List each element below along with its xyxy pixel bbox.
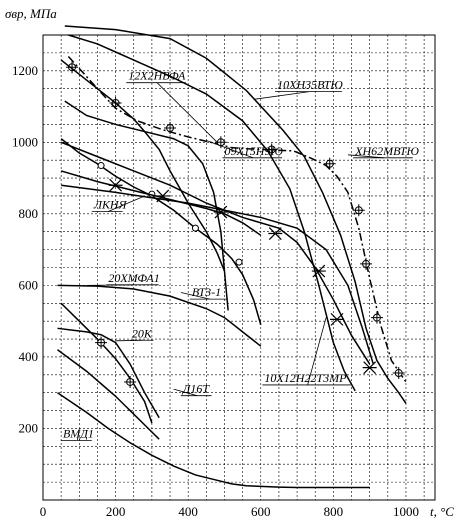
data-point-marker-cross: [360, 257, 373, 270]
label-leader-line: [156, 82, 218, 143]
series-line: [57, 349, 160, 440]
series-label: 09Х15Н9Ю: [224, 144, 283, 158]
data-point-marker-cross: [95, 336, 108, 349]
data-point-marker-cross: [124, 375, 137, 388]
series-line: [68, 34, 356, 392]
y-tick-label: 200: [19, 420, 39, 435]
label-leader-line: [307, 317, 327, 386]
series-line-unlabeled: [60, 59, 226, 272]
data-point-marker: [330, 312, 344, 326]
data-point-marker-cross: [370, 311, 383, 324]
series-line-unlabeled: [57, 392, 370, 489]
y-axis-label: σвр, МПа: [5, 6, 57, 21]
label-leader-line: [115, 339, 143, 342]
data-point-marker: [108, 178, 123, 192]
series-group: [57, 25, 407, 489]
series-line: [60, 170, 262, 236]
x-axis-label: t, °C: [430, 504, 454, 519]
data-point-marker: [191, 224, 199, 232]
label-leader-line: [76, 428, 80, 441]
data-point-marker: [235, 258, 243, 266]
x-tick-label: 400: [178, 504, 198, 519]
series-line: [64, 25, 407, 404]
y-tick-label: 600: [19, 277, 39, 292]
data-point-marker-cross: [164, 122, 177, 134]
series-line: [64, 100, 229, 311]
label-leader-line: [206, 140, 254, 159]
x-tick-label: 200: [106, 504, 126, 519]
x-tick-label: 600: [251, 504, 271, 519]
y-tick-label: 1200: [12, 63, 38, 78]
series-line: [57, 327, 160, 419]
series-label: 12Х2НВФА: [128, 69, 186, 83]
series-label: ВТ3-1: [192, 285, 221, 299]
y-tick-label: 400: [19, 349, 39, 364]
series-line: [60, 138, 262, 325]
series-label: 20К: [132, 326, 153, 340]
label-leader-line: [108, 195, 145, 212]
label-leader-line: [347, 154, 384, 159]
data-point-marker-cross: [352, 204, 365, 217]
axis-ticks: 0 200 400 600 800 1000 200 400 600 800 1000 1200: [12, 63, 419, 519]
series-label: ХН62МВТЮ: [354, 144, 419, 158]
data-point-marker-cross: [323, 157, 336, 170]
data-point-marker-cross: [265, 143, 278, 156]
series-label: Д16Т: [182, 382, 211, 396]
x-tick-label: 800: [324, 504, 344, 519]
data-point-marker: [268, 227, 283, 240]
plot-frame: [42, 34, 436, 501]
series-line-unlabeled: [60, 302, 153, 424]
grid: [43, 35, 435, 500]
x-tick-label: 0: [40, 504, 47, 519]
series-line: [60, 141, 371, 365]
series-labels: 12Х2НВФА 10ХН35ВТЮ ХН62МВТЮ 09Х15Н9Ю ЛКНЯ 20Х…: [60, 69, 419, 441]
series-label: 10Х12Н22Т3МР: [264, 371, 347, 385]
y-tick-label: 800: [19, 206, 39, 221]
series-label: ЛКНЯ: [93, 197, 128, 211]
data-point-marker-cross: [392, 367, 405, 380]
y-tick-label: 1000: [12, 134, 38, 149]
series-line: [61, 184, 375, 365]
series-label: 20ХМФА1: [108, 271, 159, 285]
data-point-marker-cross: [66, 61, 79, 74]
x-tick-label: 1000: [393, 504, 419, 519]
data-point-marker: [311, 264, 326, 278]
label-leader-line: [86, 284, 134, 286]
series-line: [57, 284, 262, 347]
label-leader-line: [180, 292, 210, 300]
series-label: 10ХН35ВТЮ: [277, 78, 343, 92]
label-leader-line: [253, 91, 310, 100]
data-point-marker: [97, 162, 105, 170]
label-leader-line: [173, 388, 198, 397]
